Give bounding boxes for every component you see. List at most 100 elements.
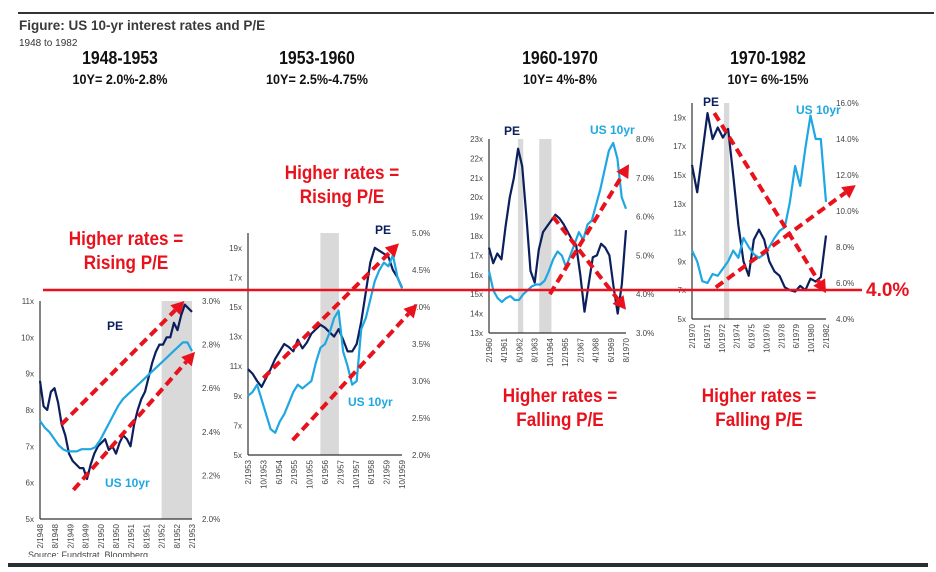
annotation-line: Higher rates = [502,386,618,407]
x-tick-label: 4/1961 [500,337,509,362]
us-10yr-series-label: US 10yr [590,123,635,137]
x-tick-label: 2/1951 [127,523,136,548]
y-right-tick-label: 2.2% [202,471,220,480]
recession-band [161,301,192,519]
panel-range: 10Y= 2.0%-2.8% [72,71,168,87]
y-left-tick-label: 9x [234,392,242,401]
annotation-line: Falling P/E [715,410,803,431]
x-tick-label: 2/1970 [688,323,697,348]
y-right-tick-label: 8.0% [636,135,654,144]
x-tick-label: 8/1970 [622,337,631,362]
x-tick-label: 10/1976 [762,323,771,352]
y-right-tick-label: 3.5% [412,340,430,349]
x-tick-label: 10/1980 [807,323,816,352]
pe-line [247,246,404,388]
arrow-head [403,304,418,319]
x-tick-label: 10/1964 [546,337,555,366]
pe-line [38,303,193,481]
annotation-line: Rising P/E [83,253,169,274]
x-tick-label: 6/1956 [321,459,330,484]
y-left-tick-label: 15x [673,171,686,180]
x-tick-label: 6/1958 [367,459,376,484]
y-left-tick-label: 13x [470,329,483,338]
panel-range: 10Y= 6%-15% [727,71,809,87]
recession-band [517,139,524,333]
y-left-tick-label: 17x [229,273,242,282]
annotation-falling-pe-1: Higher rates = Falling P/E [488,385,632,433]
trend-arrow-up [714,191,847,289]
y-right-tick-label: 4.5% [412,266,430,275]
trend-arrow-up [291,312,411,442]
panel-1948-1953: 5x 6x 7x 8x 9x 10x 11x 2.0% 2.2% 2.4% 2.6% 2.8% 3.0%… [21,297,220,548]
y-left-tick-label: 7x [26,442,34,451]
panel-title: 1953-1960 [279,48,355,68]
y-left-tick-label: 7x [234,421,242,430]
y-left-tick-label: 21x [470,174,483,183]
annotation-line: Falling P/E [516,410,604,431]
arrow-head [384,243,399,258]
y-left-tick-label: 11x [230,362,242,371]
trend-arrow-up [261,251,392,380]
x-tick-label: 2/1953 [188,523,197,548]
panel-header-1948: 1948-1953 10Y= 2.0%-2.8% [60,48,180,87]
us-10yr-line [39,341,193,453]
arrow-head [841,185,856,199]
annotation-line: Higher rates = [68,229,184,250]
y-right-tick-label: 2.0% [412,451,430,460]
annotation-rising-pe-2: Higher rates = Rising P/E [270,162,414,210]
y-left-tick-label: 17x [673,142,686,151]
arrow-head [170,301,185,316]
x-tick-label: 2/1950 [97,523,106,548]
y-left-tick-label: 23x [470,135,483,144]
y-left-tick-label: 5x [678,315,686,324]
y-right-tick-label: 6.0% [636,213,654,222]
panel-1960-1970: 13x 14x 15x 16x 17x 18x 19x 20x 21x 22x 23x 3.0% 4.0… [470,123,654,367]
arrow-head [612,295,626,310]
annotation-falling-pe-2: Higher rates = Falling P/E [687,385,831,433]
panel-header-1960: 1960-1970 10Y= 4%-8% [500,48,620,87]
y-right-tick-label: 5.0% [412,229,430,238]
figure-subtitle: 1948 to 1982 [19,38,78,49]
x-tick-label: 6/1969 [607,337,616,362]
panel-title: 1970-1982 [730,48,806,68]
x-tick-label: 2/1978 [777,323,786,348]
x-tick-label: 2/1957 [336,459,345,484]
y-left-tick-label: 15x [470,290,483,299]
x-tick-label: 2/1974 [733,323,742,348]
us-10yr-line [691,114,828,285]
y-left-tick-label: 13x [673,200,686,209]
y-left-tick-label: 11x [22,297,34,306]
y-right-tick-label: 10.0% [836,207,859,216]
y-left-tick-label: 19x [673,113,686,122]
y-right-tick-label: 6.0% [836,279,854,288]
y-right-tick-label: 2.4% [202,428,220,437]
annotation-line: Higher rates = [284,163,400,184]
x-tick-label: 10/1953 [259,459,268,488]
panel-1953-1960: 5x 7x 9x 11x 13x 15x 17x 19x 2.0% 2.5% 3.0% 3.5% 4.0… [229,223,430,489]
trend-arrow-up [59,308,177,426]
x-tick-label: 2/1949 [66,523,75,548]
trend-arrow-down [712,112,821,284]
x-tick-label: 4/1968 [592,337,601,362]
y-left-tick-label: 16x [470,271,483,280]
x-tick-label: 2/1959 [383,459,392,484]
x-tick-label: 10/1955 [306,459,315,488]
y-right-tick-label: 3.0% [412,377,430,386]
x-tick-label: 2/1948 [36,523,45,548]
x-tick-label: 2/1952 [158,523,167,548]
y-right-tick-label: 4.0% [636,290,654,299]
arrow-head [181,351,196,367]
x-tick-label: 6/1979 [792,323,801,348]
panel-range: 10Y= 4%-8% [523,71,597,87]
x-tick-label: 2/1955 [290,459,299,484]
pe-series-label: PE [504,124,520,138]
x-tick-label: 8/1951 [142,523,151,548]
x-tick-label: 12/1965 [561,337,570,366]
x-tick-label: 10/1972 [718,323,727,352]
us-10yr-series-label: US 10yr [348,395,393,409]
y-left-tick-label: 9x [678,257,686,266]
x-tick-label: 2/1982 [822,323,831,348]
us-10yr-line [247,254,404,434]
x-tick-label: 8/1963 [531,337,540,362]
recession-band [724,103,730,319]
